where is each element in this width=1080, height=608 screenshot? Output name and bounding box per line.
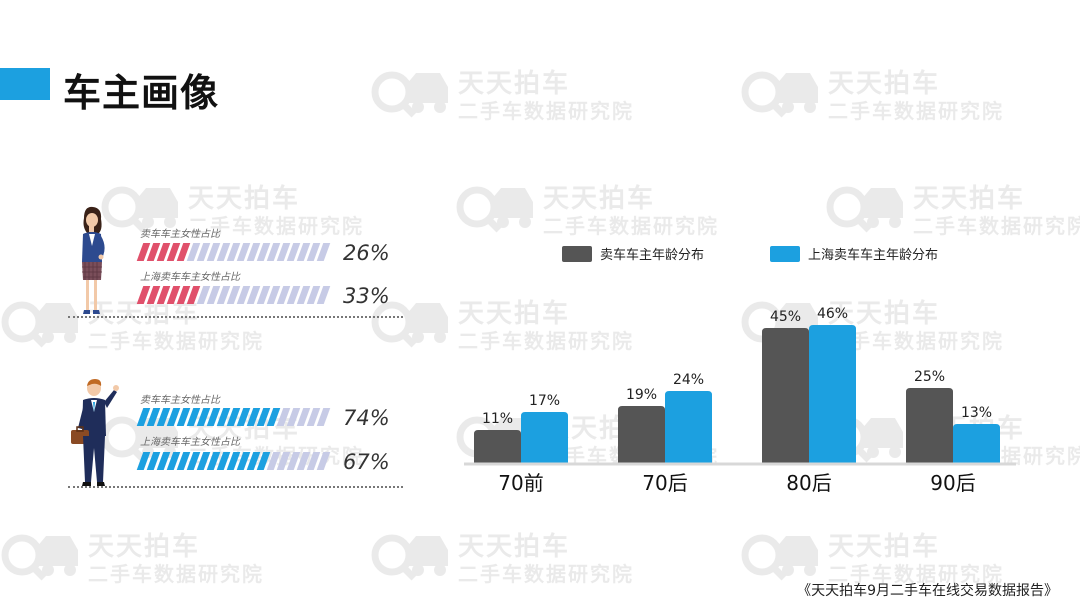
- female-bar-2: [136, 286, 331, 304]
- legend-label-1: 卖车车主年龄分布: [600, 248, 705, 263]
- female-bar-label-2: 上海卖车车主女性占比: [140, 272, 240, 283]
- data-label: 13%: [961, 405, 992, 421]
- chart-bar: [618, 406, 665, 463]
- watermark-line-1: 天天拍车: [88, 532, 201, 562]
- female-bar-pct-2: 33%: [343, 284, 390, 308]
- chart-bar: [665, 391, 712, 463]
- car-logo-icon: [741, 534, 818, 581]
- female-divider: [68, 316, 403, 318]
- female-bar-pct-1: 26%: [343, 241, 390, 265]
- watermark-line-2: 二手车数据研究院: [458, 562, 634, 586]
- male-bar-2: [136, 452, 331, 470]
- page-title: 车主画像: [63, 71, 220, 115]
- female-bar-label-1: 卖车车主女性占比: [140, 229, 220, 240]
- chart-bar: [762, 328, 809, 463]
- legend-label-2: 上海卖车车主年龄分布: [808, 248, 939, 263]
- data-label: 17%: [529, 393, 560, 409]
- x-tick-label: 80后: [786, 471, 831, 495]
- male-bar-label-2: 上海卖车车主女性占比: [140, 437, 240, 448]
- chart-bar: [521, 412, 568, 463]
- data-label: 25%: [914, 369, 945, 385]
- legend-swatch-2: [770, 245, 800, 262]
- watermark-line-2: 二手车数据研究院: [458, 99, 634, 123]
- data-label: 19%: [626, 387, 657, 403]
- car-logo-icon: [456, 186, 533, 233]
- watermark-line-1: 天天拍车: [828, 532, 941, 562]
- car-logo-icon: [371, 71, 448, 118]
- watermark-line-2: 二手车数据研究院: [88, 329, 264, 353]
- chart-bar: [809, 325, 856, 463]
- car-logo-icon: [1, 534, 78, 581]
- car-logo-icon: [826, 186, 903, 233]
- header-accent-bar: [0, 68, 50, 100]
- watermark-line-2: 二手车数据研究院: [88, 562, 264, 586]
- watermark-line-1: 天天拍车: [458, 532, 571, 562]
- data-label: 11%: [482, 411, 513, 427]
- male-bar-1: [136, 408, 331, 426]
- chart-bar: [953, 424, 1000, 463]
- chart-bar: [906, 388, 953, 463]
- legend-item-1: 卖车车主年龄分布: [562, 244, 704, 263]
- female-bar-1: [136, 243, 331, 261]
- watermark-line-1: 天天拍车: [458, 69, 571, 99]
- watermark-line-2: 二手车数据研究院: [913, 214, 1080, 238]
- watermark-line-1: 天天拍车: [828, 69, 941, 99]
- data-label: 24%: [673, 372, 704, 388]
- x-tick-label: 70后: [642, 471, 687, 495]
- car-logo-icon: [371, 534, 448, 581]
- watermark-line-1: 天天拍车: [543, 184, 656, 214]
- footer-source-note: 《天天拍车9月二手车在线交易数据报告》: [797, 583, 1058, 599]
- male-bar-pct-2: 67%: [343, 450, 390, 474]
- age-distribution-chart: 11% 17% 70前 19% 24% 70后 45% 46% 80后 25% 13% 90后: [464, 306, 1016, 495]
- legend-item-2: 上海卖车车主年龄分布: [770, 244, 938, 263]
- x-tick-label: 90后: [930, 471, 975, 495]
- data-label: 45%: [770, 309, 801, 325]
- watermark-line-2: 二手车数据研究院: [543, 214, 719, 238]
- car-logo-icon: [741, 71, 818, 118]
- male-bar-label-1: 卖车车主女性占比: [140, 395, 220, 406]
- businessman-icon: [70, 378, 122, 490]
- businesswoman-icon: [74, 206, 108, 318]
- chart-bar: [474, 430, 521, 463]
- x-tick-label: 70前: [498, 471, 543, 495]
- watermark-line-1: 天天拍车: [188, 184, 301, 214]
- male-bar-pct-1: 74%: [343, 406, 390, 430]
- legend-swatch-1: [562, 245, 592, 262]
- car-logo-icon: [1, 301, 78, 348]
- data-label: 46%: [817, 306, 848, 322]
- watermark-line-1: 天天拍车: [913, 184, 1026, 214]
- watermark-line-2: 二手车数据研究院: [828, 99, 1004, 123]
- male-divider: [68, 486, 403, 488]
